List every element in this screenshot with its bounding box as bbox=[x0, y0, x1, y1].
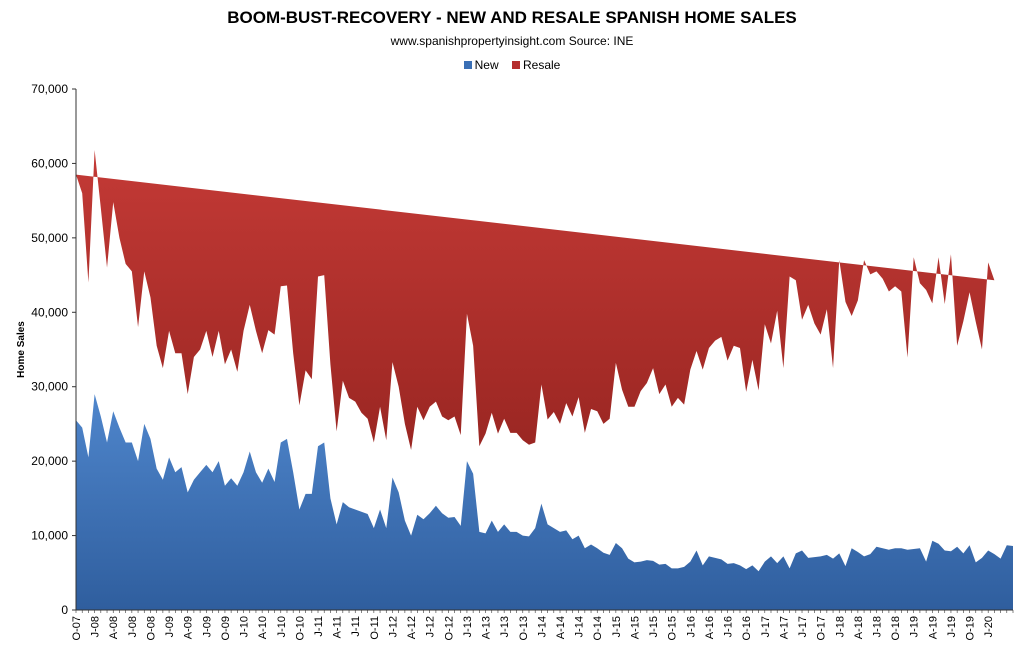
y-tick-label: 70,000 bbox=[31, 82, 68, 96]
x-tick-label: J-08 bbox=[127, 616, 139, 637]
x-tick-label: O-07 bbox=[71, 616, 83, 640]
y-tick-label: 30,000 bbox=[31, 380, 68, 394]
x-tick-label: J-13 bbox=[462, 616, 474, 637]
chart-subtitle: www.spanishpropertyinsight.com Source: I… bbox=[390, 34, 634, 48]
x-tick-label: J-11 bbox=[313, 616, 325, 637]
x-tick-label: O-10 bbox=[294, 616, 306, 640]
legend-swatch-new bbox=[463, 61, 472, 69]
x-tick-label: A-17 bbox=[778, 616, 790, 639]
legend-label-new: New bbox=[474, 58, 499, 72]
x-tick-label: J-18 bbox=[871, 616, 883, 637]
x-tick-label: J-17 bbox=[797, 616, 809, 637]
x-tick-label: O-14 bbox=[592, 616, 604, 640]
x-tick-label: J-17 bbox=[760, 616, 772, 637]
x-tick-label: J-09 bbox=[201, 616, 213, 637]
legend-label-resale: Resale bbox=[523, 58, 561, 72]
y-axis-title: Home Sales bbox=[16, 321, 27, 378]
x-tick-label: A-08 bbox=[108, 616, 120, 639]
x-tick-label: J-13 bbox=[499, 616, 511, 637]
legend-item-resale: Resale bbox=[512, 58, 560, 72]
legend-swatch-resale bbox=[512, 61, 520, 69]
y-tick-label: 40,000 bbox=[31, 305, 68, 319]
x-tick-label: O-16 bbox=[741, 616, 753, 640]
x-tick-label: J-12 bbox=[387, 616, 399, 637]
x-tick-label: J-12 bbox=[425, 616, 437, 637]
series-area-new bbox=[76, 394, 1013, 610]
x-tick-label: J-11 bbox=[350, 616, 362, 637]
legend-item-new: New bbox=[463, 58, 499, 72]
x-tick-label: J-19 bbox=[946, 616, 958, 637]
chart-title: BOOM-BUST-RECOVERY - NEW AND RESALE SPAN… bbox=[227, 8, 797, 27]
x-tick-label: O-09 bbox=[220, 616, 232, 640]
x-tick-label: J-16 bbox=[685, 616, 697, 637]
x-tick-label: J-15 bbox=[611, 616, 623, 637]
y-tick-label: 20,000 bbox=[31, 454, 68, 468]
x-tick-label: J-14 bbox=[536, 616, 548, 637]
x-tick-label: A-13 bbox=[481, 616, 493, 639]
x-tick-label: O-11 bbox=[369, 616, 381, 640]
x-tick-label: O-12 bbox=[443, 616, 455, 640]
x-tick-label: J-09 bbox=[164, 616, 176, 637]
x-tick-label: J-20 bbox=[983, 616, 995, 637]
y-tick-label: 60,000 bbox=[31, 156, 68, 170]
x-tick-label: O-15 bbox=[667, 616, 679, 640]
x-tick-label: A-11 bbox=[332, 616, 344, 638]
x-tick-label: A-14 bbox=[555, 616, 567, 639]
chart-legend: New Resale bbox=[0, 58, 1024, 72]
y-tick-label: 50,000 bbox=[31, 231, 68, 245]
x-tick-label: O-17 bbox=[816, 616, 828, 640]
x-tick-label: J-10 bbox=[239, 616, 251, 637]
x-tick-label: O-19 bbox=[965, 616, 977, 640]
x-tick-label: A-09 bbox=[183, 616, 195, 639]
x-tick-label: J-16 bbox=[723, 616, 735, 637]
x-tick-label: O-18 bbox=[890, 616, 902, 640]
y-tick-label: 0 bbox=[61, 603, 68, 617]
x-tick-label: J-19 bbox=[909, 616, 921, 637]
x-tick-label: A-12 bbox=[406, 616, 418, 639]
x-tick-label: J-15 bbox=[648, 616, 660, 637]
x-tick-label: O-13 bbox=[518, 616, 530, 640]
x-tick-label: A-19 bbox=[927, 616, 939, 639]
x-tick-label: J-18 bbox=[834, 616, 846, 637]
x-tick-label: J-14 bbox=[574, 616, 586, 637]
x-tick-label: J-08 bbox=[90, 616, 102, 637]
x-tick-label: J-10 bbox=[276, 616, 288, 637]
x-tick-label: A-10 bbox=[257, 616, 269, 639]
x-tick-label: A-16 bbox=[704, 616, 716, 639]
x-tick-label: O-08 bbox=[145, 616, 157, 640]
x-tick-label: A-15 bbox=[629, 616, 641, 639]
y-tick-label: 10,000 bbox=[31, 529, 68, 543]
x-tick-label: A-18 bbox=[853, 616, 865, 639]
series-area-resale bbox=[76, 150, 995, 450]
